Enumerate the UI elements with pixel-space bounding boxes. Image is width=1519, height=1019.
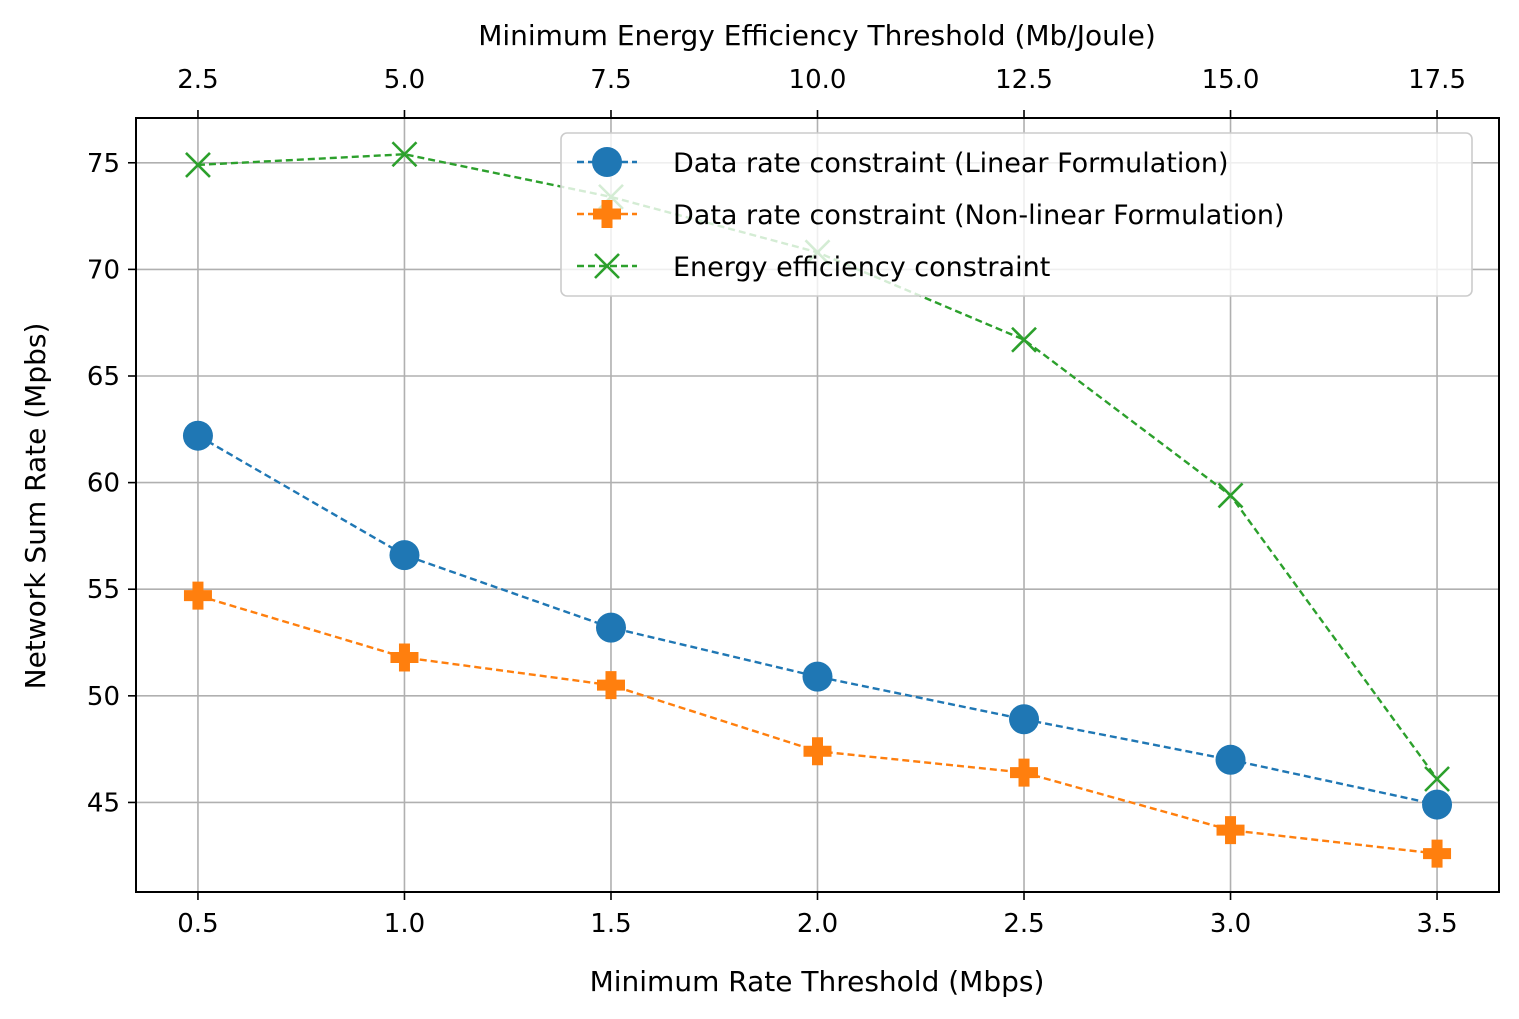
data-point xyxy=(1011,326,1037,353)
legend-entry: Data rate constraint (Linear Formulation… xyxy=(577,147,1229,179)
top-tick-label: 15.0 xyxy=(1202,65,1260,95)
x-tick-label: 1.5 xyxy=(590,909,631,939)
data-point xyxy=(389,540,420,571)
x-tick-label: 0.5 xyxy=(177,909,218,939)
legend-label: Data rate constraint (Non-linear Formula… xyxy=(673,200,1285,231)
top-tick-label: 17.5 xyxy=(1408,65,1466,95)
data-point xyxy=(802,661,833,692)
data-point xyxy=(390,643,419,672)
data-point xyxy=(185,151,211,178)
top-tick-label: 12.5 xyxy=(995,65,1053,95)
top-tick-label: 5.0 xyxy=(384,65,425,95)
top-tick-label: 7.5 xyxy=(590,65,631,95)
legend-label: Energy efficiency constraint xyxy=(673,252,1050,283)
data-point xyxy=(1010,758,1039,787)
x-tick-label: 1.0 xyxy=(384,909,425,939)
data-point xyxy=(1215,744,1246,775)
data-point xyxy=(1423,839,1452,868)
plot-frame xyxy=(135,117,1500,893)
data-point xyxy=(391,141,418,168)
data-point xyxy=(803,737,832,766)
x-tick-label: 2.0 xyxy=(797,909,838,939)
data-point xyxy=(1217,482,1244,509)
data-point xyxy=(596,671,625,700)
legend-entry: Energy efficiency constraint xyxy=(577,252,1050,283)
data-point xyxy=(595,612,626,643)
series-0 xyxy=(182,420,1453,820)
y-tick-label: 45 xyxy=(87,788,120,818)
legend-marker xyxy=(592,147,622,177)
legend-label: Data rate constraint (Linear Formulation… xyxy=(673,148,1229,179)
legend-marker xyxy=(593,200,621,228)
top-tick-label: 10.0 xyxy=(789,65,847,95)
y-tick-label: 65 xyxy=(87,362,120,392)
x-tick-label: 3.5 xyxy=(1416,909,1457,939)
data-point xyxy=(182,420,213,451)
top-axis-title: Minimum Energy Efficiency Threshold (Mb/… xyxy=(478,19,1156,52)
axes: 0.5 2.5 1.0 5.0 1.5 7.5 2.0 10.0 2.5 12.5 3.0 15.0 3… xyxy=(87,65,1500,939)
top-tick-label: 2.5 xyxy=(177,65,218,95)
data-point xyxy=(183,581,212,610)
y-tick-label: 60 xyxy=(87,469,120,499)
data-point xyxy=(1422,789,1453,820)
legend-marker xyxy=(594,253,620,279)
series-1 xyxy=(183,581,1452,868)
data-point xyxy=(1009,704,1040,735)
y-axis-title: Network Sum Rate (Mpbs) xyxy=(19,323,52,690)
y-tick-label: 75 xyxy=(87,149,120,179)
data-point xyxy=(1424,766,1450,792)
x-axis-title: Minimum Rate Threshold (Mbps) xyxy=(590,965,1045,998)
y-tick-label: 55 xyxy=(87,575,120,605)
y-tick-label: 50 xyxy=(87,682,120,712)
legend: Data rate constraint (Linear Formulation… xyxy=(560,132,1473,297)
x-tick-label: 3.0 xyxy=(1210,909,1251,939)
legend-box xyxy=(560,132,1473,297)
legend-entry: Data rate constraint (Non-linear Formula… xyxy=(577,200,1285,231)
data-point xyxy=(1216,816,1245,845)
x-tick-label: 2.5 xyxy=(1003,909,1044,939)
y-tick-label: 70 xyxy=(87,255,120,285)
